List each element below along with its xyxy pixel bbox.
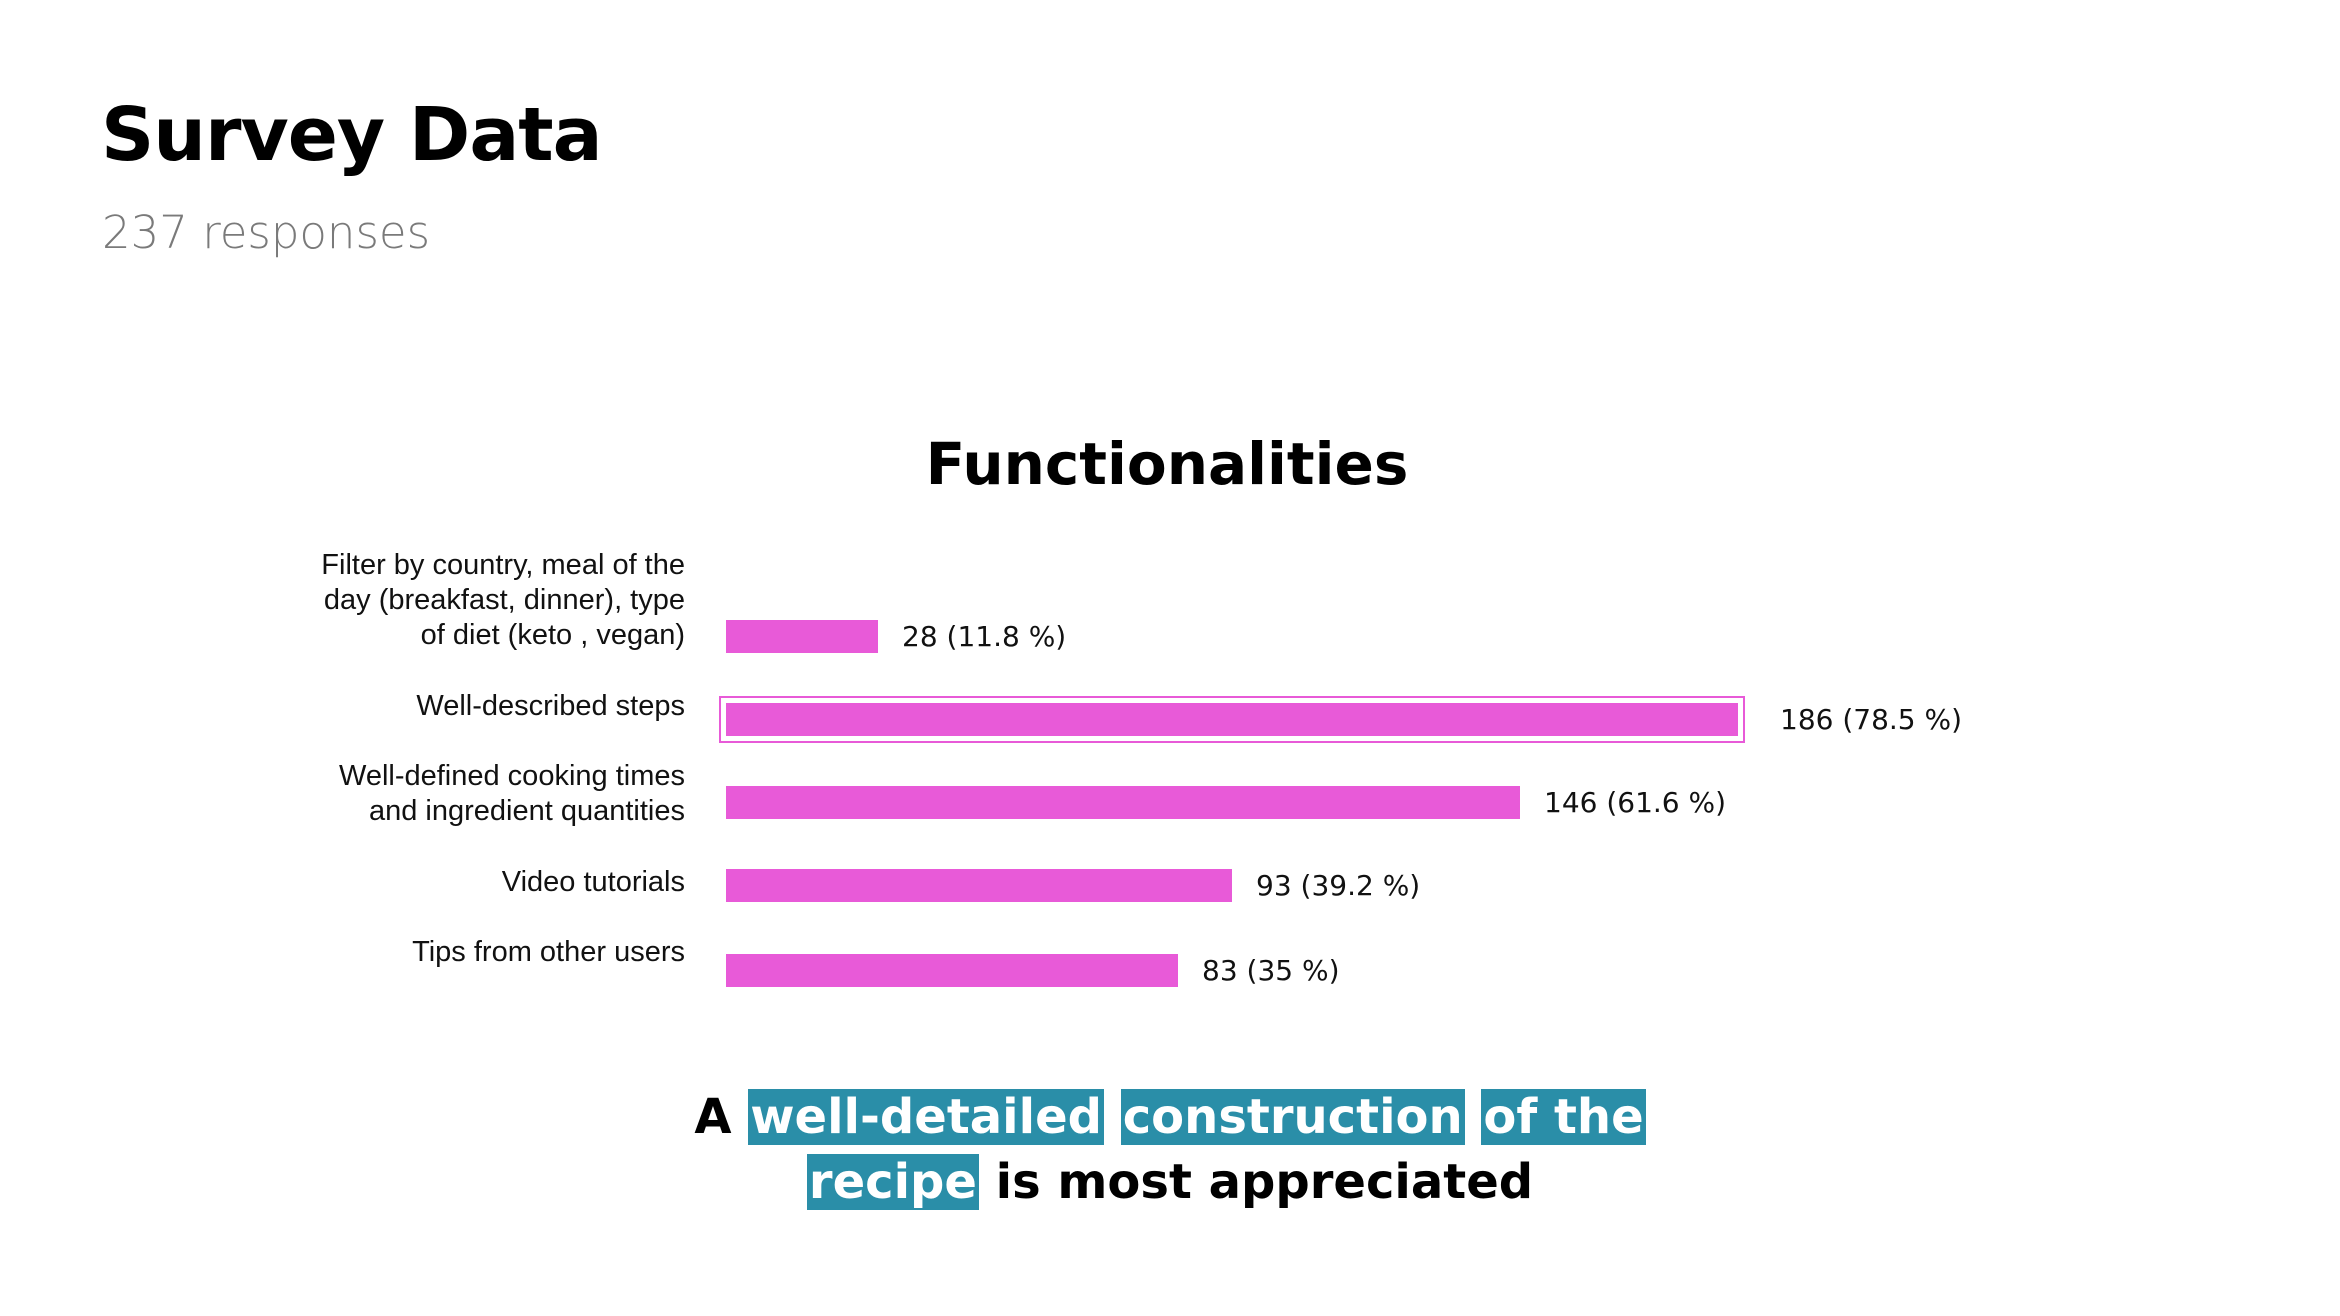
caption-highlight: of the (1481, 1089, 1646, 1145)
bar-highlight-outline (719, 695, 1745, 743)
category-label-line: Well-defined cooking times (338, 760, 685, 792)
category-label: Well-described steps (165, 689, 685, 724)
caption: A well-detailed construction of the reci… (0, 1085, 2340, 1215)
category-label-line: and ingredient quantities (368, 795, 685, 827)
bar (726, 702, 1738, 736)
data-label: 146 (61.6 %) (1544, 785, 1727, 819)
category-label: Video tutorials (165, 865, 685, 900)
category-label-line: day (breakfast, dinner), type (323, 583, 685, 616)
page-title: Survey Data (101, 92, 603, 178)
caption-highlight: recipe (806, 1154, 979, 1210)
response-count: 237 responses (102, 206, 431, 259)
category-label-line: Well-described steps (416, 689, 685, 722)
caption-line-1: A well-detailed construction of the (0, 1085, 2340, 1150)
category-label: Tips from other users (165, 935, 685, 970)
chart-title: Functionalities (925, 430, 1409, 498)
caption-text: is most appreciated (995, 1154, 1534, 1210)
category-label-line: Filter by country, meal of the (321, 548, 685, 581)
data-label: 28 (11.8 %) (902, 619, 1067, 653)
data-label: 83 (35 %) (1202, 953, 1340, 987)
bar (726, 953, 1178, 987)
data-label: 93 (39.2 %) (1256, 868, 1421, 902)
caption-highlight: construction (1120, 1089, 1465, 1145)
category-label-line: Tips from other users (412, 935, 685, 968)
caption-highlight: well-detailed (748, 1089, 1104, 1145)
category-label: Filter by country, meal of the day (break… (165, 548, 685, 653)
caption-line-2: recipe is most appreciated (0, 1150, 2340, 1215)
bar (726, 868, 1232, 902)
bar (726, 785, 1520, 819)
data-label: 186 (78.5 %) (1780, 702, 1963, 736)
caption-word: A (694, 1089, 732, 1145)
category-label: Well-defined cooking times and ingredient… (165, 759, 685, 829)
bar (726, 619, 878, 653)
category-label-line: Video tutorials (501, 865, 685, 898)
category-label-line: of diet (keto , vegan) (420, 618, 685, 651)
